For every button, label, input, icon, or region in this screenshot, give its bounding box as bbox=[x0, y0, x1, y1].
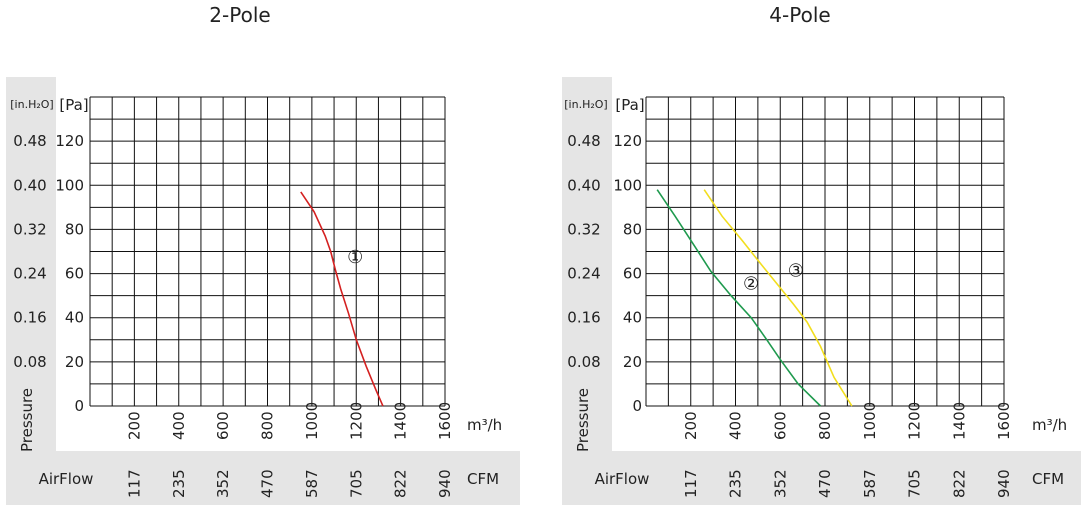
x-unit-cfm: CFM bbox=[1032, 470, 1064, 488]
chart-title: 4-Pole bbox=[769, 3, 830, 27]
x-tick-cfm: 470 bbox=[816, 469, 834, 498]
x-tick-cfm: 235 bbox=[170, 469, 188, 498]
x-tick-cfm: 705 bbox=[347, 469, 365, 498]
y-tick-pa: 80 bbox=[65, 220, 84, 238]
x-tick-m3h: 1400 bbox=[392, 402, 410, 440]
x-tick-m3h: 200 bbox=[125, 411, 143, 440]
y-tick-pa: 100 bbox=[55, 176, 84, 194]
x-tick-cfm: 940 bbox=[995, 469, 1013, 498]
x-tick-m3h: 400 bbox=[170, 411, 188, 440]
y-tick-pa: 40 bbox=[65, 309, 84, 327]
x-tick-m3h: 1000 bbox=[861, 402, 879, 440]
curve-label: ② bbox=[743, 274, 759, 295]
y-tick-pa: 120 bbox=[613, 132, 642, 150]
x-unit-m3h: m³/h bbox=[1032, 416, 1067, 434]
y-tick-pa: 120 bbox=[55, 132, 84, 150]
pressure-axis-panel bbox=[6, 77, 56, 451]
series-line bbox=[703, 189, 853, 407]
x-tick-cfm: 470 bbox=[259, 469, 277, 498]
x-tick-cfm: 822 bbox=[392, 469, 410, 498]
x-tick-m3h: 1200 bbox=[347, 402, 365, 440]
y-unit-pa: [Pa] bbox=[615, 96, 644, 114]
x-tick-cfm: 117 bbox=[125, 469, 143, 498]
y-tick-pa: 60 bbox=[65, 265, 84, 283]
y-tick-pa: 0 bbox=[74, 397, 84, 415]
y-tick-inh2o: 0.32 bbox=[13, 220, 46, 238]
series-line bbox=[300, 191, 384, 407]
chart-title: 2-Pole bbox=[209, 3, 270, 27]
y-unit-pa: [Pa] bbox=[59, 96, 88, 114]
y-tick-inh2o: 0.24 bbox=[13, 265, 46, 283]
x-tick-cfm: 587 bbox=[861, 469, 879, 498]
y-tick-pa: 100 bbox=[613, 176, 642, 194]
y-tick-pa: 80 bbox=[623, 220, 642, 238]
curve-label: ① bbox=[347, 247, 363, 268]
x-tick-m3h: 800 bbox=[259, 411, 277, 440]
y-axis-title: Pressure bbox=[18, 388, 36, 452]
chart-grid bbox=[645, 96, 1005, 407]
y-tick-inh2o: 0.24 bbox=[567, 265, 600, 283]
x-tick-cfm: 705 bbox=[906, 469, 924, 498]
x-tick-m3h: 600 bbox=[214, 411, 232, 440]
y-tick-pa: 40 bbox=[623, 309, 642, 327]
y-tick-inh2o: 0.08 bbox=[567, 353, 600, 371]
airflow-label: AirFlow bbox=[595, 470, 650, 488]
x-tick-cfm: 587 bbox=[303, 469, 321, 498]
y-axis-title: Pressure bbox=[574, 388, 592, 452]
y-tick-inh2o: 0.48 bbox=[13, 132, 46, 150]
y-tick-inh2o: 0.08 bbox=[13, 353, 46, 371]
y-tick-pa: 20 bbox=[65, 353, 84, 371]
chart-grid bbox=[89, 96, 446, 407]
y-tick-inh2o: 0.32 bbox=[567, 220, 600, 238]
x-tick-cfm: 117 bbox=[682, 469, 700, 498]
y-tick-inh2o: 0.16 bbox=[13, 309, 46, 327]
pressure-axis-panel bbox=[562, 77, 612, 451]
curve-label: ③ bbox=[788, 260, 804, 281]
x-tick-m3h: 1600 bbox=[995, 402, 1013, 440]
x-tick-m3h: 1600 bbox=[436, 402, 454, 440]
y-unit-inh2o: [in.H₂O] bbox=[564, 98, 607, 111]
x-tick-cfm: 822 bbox=[950, 469, 968, 498]
y-tick-inh2o: 0.40 bbox=[13, 176, 46, 194]
y-tick-inh2o: 0.16 bbox=[567, 309, 600, 327]
x-tick-cfm: 352 bbox=[214, 469, 232, 498]
x-tick-m3h: 1400 bbox=[950, 402, 968, 440]
x-tick-cfm: 235 bbox=[727, 469, 745, 498]
x-tick-m3h: 800 bbox=[816, 411, 834, 440]
x-tick-m3h: 1000 bbox=[303, 402, 321, 440]
series-line bbox=[656, 189, 822, 407]
y-unit-inh2o: [in.H₂O] bbox=[10, 98, 53, 111]
x-tick-m3h: 1200 bbox=[906, 402, 924, 440]
x-unit-cfm: CFM bbox=[467, 470, 499, 488]
y-tick-pa: 60 bbox=[623, 265, 642, 283]
airflow-band bbox=[6, 451, 520, 505]
y-tick-pa: 20 bbox=[623, 353, 642, 371]
x-tick-m3h: 200 bbox=[682, 411, 700, 440]
x-tick-cfm: 352 bbox=[771, 469, 789, 498]
x-unit-m3h: m³/h bbox=[467, 416, 502, 434]
y-tick-inh2o: 0.40 bbox=[567, 176, 600, 194]
y-tick-inh2o: 0.48 bbox=[567, 132, 600, 150]
airflow-band bbox=[562, 451, 1081, 505]
x-tick-m3h: 400 bbox=[727, 411, 745, 440]
y-tick-pa: 0 bbox=[632, 397, 642, 415]
x-tick-m3h: 600 bbox=[771, 411, 789, 440]
x-tick-cfm: 940 bbox=[436, 469, 454, 498]
airflow-label: AirFlow bbox=[39, 470, 94, 488]
